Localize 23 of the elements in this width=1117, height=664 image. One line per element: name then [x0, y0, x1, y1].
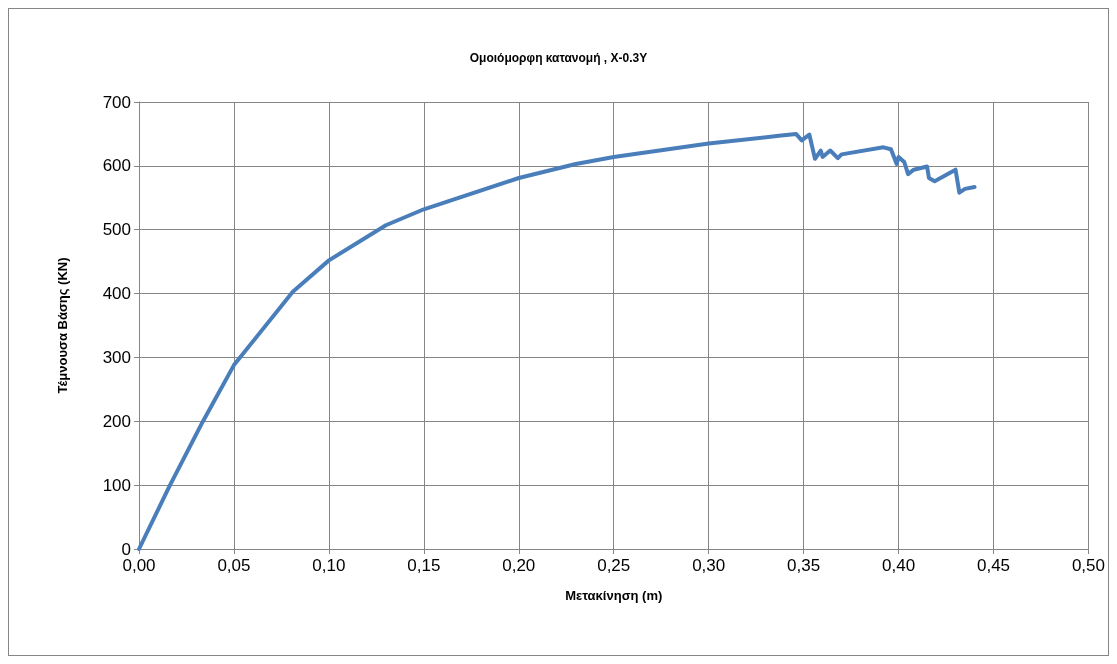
y-tick-label: 600	[102, 156, 131, 176]
y-axis-title: Τέμνουσα Βάσης (KN)	[55, 257, 70, 394]
y-tick-label: 200	[102, 411, 131, 431]
chart-title: Ομοιόμορφη κατανομή , X-0.3Y	[469, 51, 648, 65]
y-tick-label: 300	[102, 347, 131, 367]
x-tick-label: 0,45	[976, 556, 1011, 575]
y-tick-label: 0	[121, 539, 131, 559]
y-tick-label: 700	[102, 92, 131, 112]
x-tick-label: 0,15	[407, 556, 441, 575]
x-tick-label: 0,50	[1071, 556, 1105, 575]
x-tick-label: 0,10	[312, 556, 346, 575]
x-tick-label: 0,00	[122, 556, 156, 575]
x-tick-label: 0,05	[217, 556, 251, 575]
y-tick-label: 100	[102, 475, 131, 495]
x-tick-label: 0,35	[787, 556, 821, 575]
x-tick-label: 0,30	[692, 556, 726, 575]
y-tick-label: 500	[102, 220, 131, 240]
x-tick-label: 0,25	[597, 556, 631, 575]
line-series	[137, 131, 977, 551]
x-tick-label: 0,40	[882, 556, 916, 575]
x-axis-title: Μετακίνηση (m)	[565, 588, 663, 603]
y-tick-label: 400	[102, 284, 131, 304]
x-tick-label: 0,20	[502, 556, 536, 575]
